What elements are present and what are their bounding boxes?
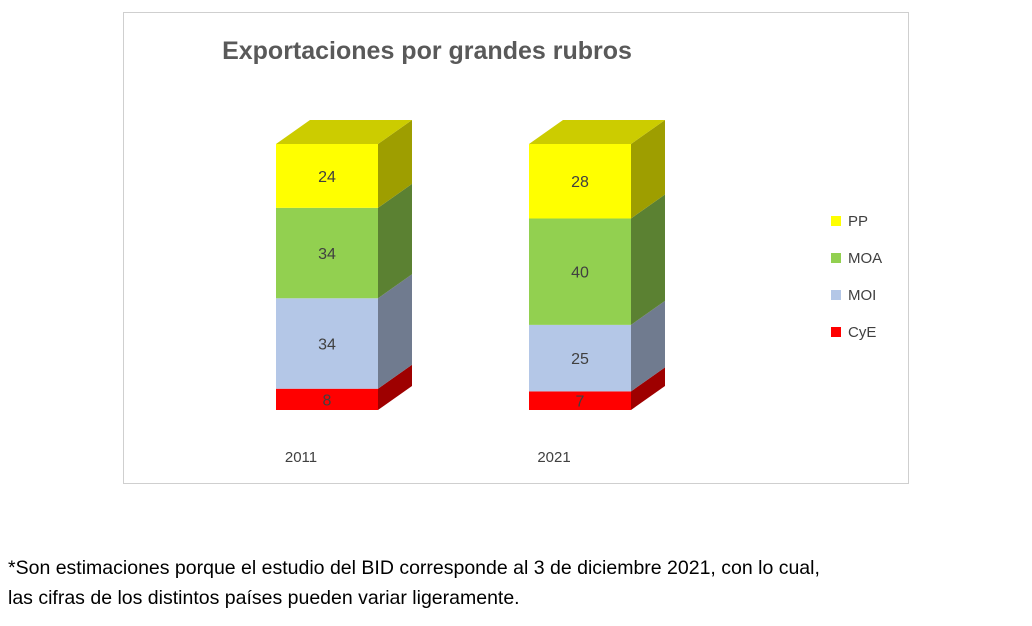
bar-side-face bbox=[631, 367, 665, 410]
bar-front-face bbox=[529, 391, 631, 410]
footnote: *Son estimaciones porque el estudio del … bbox=[8, 553, 1032, 613]
bar-side-face bbox=[631, 300, 665, 392]
legend-item-pp: PP bbox=[831, 213, 868, 230]
data-label-2011-cye: 8 bbox=[323, 392, 332, 409]
bar-segment-2021-moa: 40 bbox=[529, 194, 665, 325]
legend-item-moa: MOA bbox=[831, 250, 882, 267]
legend: PP MOA MOI CyE bbox=[831, 213, 882, 341]
legend-label: MOI bbox=[848, 287, 876, 304]
data-label-2021-pp: 28 bbox=[571, 174, 589, 191]
stacked-bar-chart: Exportaciones por grandes rubros 8 34 34 24… bbox=[222, 37, 882, 466]
legend-item-cye: CyE bbox=[831, 324, 876, 341]
bar-segment-2021-cye: 7 bbox=[529, 367, 665, 411]
legend-item-moi: MOI bbox=[831, 287, 876, 304]
category-label-2021: 2021 bbox=[537, 449, 570, 466]
data-label-2021-moi: 25 bbox=[571, 351, 589, 368]
legend-swatch bbox=[831, 253, 841, 263]
footnote-line-2: las cifras de los distintos países puede… bbox=[8, 587, 520, 609]
bar-side-face bbox=[631, 120, 665, 219]
category-label-2011: 2011 bbox=[285, 449, 317, 466]
bar-segment-2011-pp: 24 bbox=[276, 120, 412, 208]
legend-label: PP bbox=[848, 213, 868, 230]
data-label-2011-moi: 34 bbox=[318, 337, 336, 354]
legend-label: MOA bbox=[848, 250, 882, 267]
bar-front-face bbox=[529, 144, 631, 219]
bar-segment-2011-moa: 34 bbox=[276, 183, 412, 299]
chart-title: Exportaciones por grandes rubros bbox=[222, 37, 632, 65]
bar-top-face bbox=[276, 120, 412, 144]
legend-swatch bbox=[831, 327, 841, 337]
legend-label: CyE bbox=[848, 324, 876, 341]
data-label-2011-pp: 24 bbox=[318, 169, 336, 186]
bar-top-face bbox=[529, 120, 665, 144]
bar-front-face bbox=[276, 388, 378, 410]
bar-side-face bbox=[378, 120, 412, 208]
legend-swatch bbox=[831, 216, 841, 226]
bar-segment-2021-moi: 25 bbox=[529, 300, 665, 392]
bar-front-face bbox=[276, 207, 378, 299]
bar-segment-2011-cye: 8 bbox=[276, 364, 412, 410]
bar-front-face bbox=[529, 218, 631, 325]
chart-frame: Exportaciones por grandes rubros 8 34 34 24… bbox=[123, 12, 909, 484]
bar-front-face bbox=[529, 324, 631, 392]
data-label-2011-moa: 34 bbox=[318, 246, 336, 263]
legend-swatch bbox=[831, 290, 841, 300]
bar-segment-2011-moi: 34 bbox=[276, 274, 412, 389]
bars-layer: 8 34 34 24 2011 7 25 40 28 2021 bbox=[276, 120, 665, 466]
bar-side-face bbox=[378, 183, 412, 299]
bar-front-face bbox=[276, 144, 378, 208]
data-label-2021-moa: 40 bbox=[571, 265, 589, 282]
footnote-line-1: *Son estimaciones porque el estudio del … bbox=[8, 557, 820, 579]
data-label-2021-cye: 7 bbox=[576, 394, 585, 411]
bar-segment-2021-pp: 28 bbox=[529, 120, 665, 219]
bar-front-face bbox=[276, 298, 378, 389]
bar-side-face bbox=[378, 274, 412, 389]
bar-side-face bbox=[378, 364, 412, 410]
bar-side-face bbox=[631, 194, 665, 325]
